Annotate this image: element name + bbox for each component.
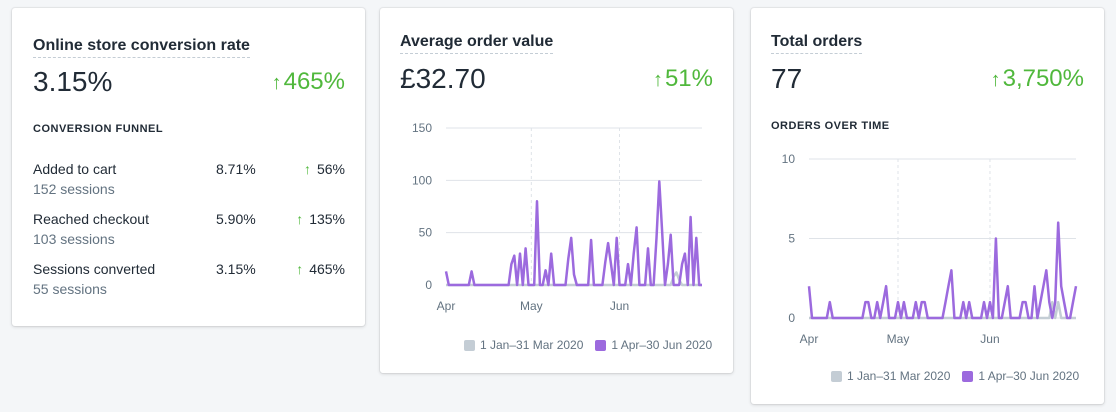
legend-label: 1 Apr–30 Jun 2020 <box>611 338 713 352</box>
funnel-row-pct: 8.71% <box>216 161 256 177</box>
legend-swatch <box>595 339 607 351</box>
y-tick-label: 0 <box>425 278 432 292</box>
conversion-funnel-label: CONVERSION FUNNEL <box>33 123 164 135</box>
chart-legend: 1 Jan–31 Mar 2020 1 Apr–30 Jun 2020 <box>458 338 712 352</box>
funnel-row-pct: 5.90% <box>216 211 256 227</box>
funnel-row-sessions: 103 sessions <box>33 231 115 247</box>
aov-line-chart: 0 50 100 150 Apr May Jun <box>412 121 702 313</box>
delta-value: 51% <box>664 65 713 92</box>
average-order-value-card: Average order value £32.70 ↑51% 0 50 100 15… <box>380 8 733 373</box>
y-tick-label: 50 <box>419 226 433 240</box>
x-tick-label: Apr <box>437 299 456 313</box>
arrow-up-icon: ↑ <box>296 261 304 277</box>
legend-label: 1 Apr–30 Jun 2020 <box>978 369 1080 383</box>
card-title[interactable]: Online store conversion rate <box>33 37 250 58</box>
funnel-row-pct: 3.15% <box>216 261 256 277</box>
funnel-row-label: Sessions converted <box>33 261 156 277</box>
total-orders-delta: ↑3,750% <box>991 63 1084 96</box>
funnel-row-delta-value: 135% <box>309 211 345 227</box>
conversion-rate-value: 3.15% <box>33 66 113 97</box>
funnel-row-delta: ↑ 135% <box>296 211 345 227</box>
series-line <box>807 221 1078 320</box>
delta-value: 3,750% <box>1002 65 1084 92</box>
y-tick-label: 10 <box>782 152 796 166</box>
funnel-row-label: Reached checkout <box>33 211 149 227</box>
legend-swatch <box>464 339 475 351</box>
arrow-up-icon: ↑ <box>296 211 304 227</box>
conversion-rate-delta: ↑465% <box>272 66 345 99</box>
total-orders-card: Total orders 77 ↑3,750% ORDERS OVER TIME… <box>751 8 1104 404</box>
aov-value: £32.70 <box>400 63 486 94</box>
x-tick-label: Apr <box>800 332 819 346</box>
funnel-row-delta-value: 56% <box>316 161 345 177</box>
funnel-row-delta: ↑ 56% <box>304 161 345 177</box>
x-tick-label: May <box>520 299 543 313</box>
legend-item-current[interactable]: 1 Apr–30 Jun 2020 <box>962 369 1079 383</box>
arrow-up-icon: ↑ <box>303 161 311 177</box>
x-tick-label: Jun <box>980 332 999 346</box>
x-tick-label: Jun <box>610 299 629 313</box>
series-line <box>444 180 702 287</box>
legend-label: 1 Jan–31 Mar 2020 <box>847 369 951 383</box>
funnel-row-sessions: 55 sessions <box>33 281 107 297</box>
legend-swatch <box>962 370 974 382</box>
y-tick-label: 150 <box>412 121 432 135</box>
funnel-row-reached-checkout: Reached checkout 103 sessions 5.90% ↑ 135… <box>33 211 345 253</box>
y-tick-label: 100 <box>412 173 432 187</box>
funnel-row-delta: ↑ 465% <box>296 261 345 277</box>
card-title[interactable]: Average order value <box>400 33 554 54</box>
arrow-up-icon: ↑ <box>990 69 1001 91</box>
delta-value: 465% <box>283 68 345 95</box>
aov-delta: ↑51% <box>653 63 713 96</box>
legend-item-previous[interactable]: 1 Jan–31 Mar 2020 <box>464 338 583 352</box>
orders-line-chart: 0 5 10 Apr May Jun <box>782 152 1078 346</box>
x-tick-label: May <box>887 332 910 346</box>
y-tick-label: 0 <box>788 311 795 325</box>
card-title[interactable]: Total orders <box>771 33 863 54</box>
legend-swatch <box>831 370 842 382</box>
funnel-row-sessions-converted: Sessions converted 55 sessions 3.15% ↑ 46… <box>33 261 345 303</box>
legend-label: 1 Jan–31 Mar 2020 <box>480 338 584 352</box>
legend-item-previous[interactable]: 1 Jan–31 Mar 2020 <box>831 369 950 383</box>
funnel-row-sessions: 152 sessions <box>33 181 115 197</box>
conversion-rate-card: Online store conversion rate 3.15% ↑465%… <box>12 8 365 326</box>
arrow-up-icon: ↑ <box>271 72 282 94</box>
funnel-row-delta-value: 465% <box>309 261 345 277</box>
total-orders-value: 77 <box>771 63 803 94</box>
orders-over-time-label: ORDERS OVER TIME <box>771 120 890 132</box>
chart-legend: 1 Jan–31 Mar 2020 1 Apr–30 Jun 2020 <box>825 369 1079 383</box>
funnel-row-label: Added to cart <box>33 161 117 177</box>
y-tick-label: 5 <box>788 232 795 246</box>
funnel-row-added-to-cart: Added to cart 152 sessions 8.71% ↑ 56% <box>33 161 345 203</box>
arrow-up-icon: ↑ <box>652 69 663 91</box>
legend-item-current[interactable]: 1 Apr–30 Jun 2020 <box>595 338 712 352</box>
